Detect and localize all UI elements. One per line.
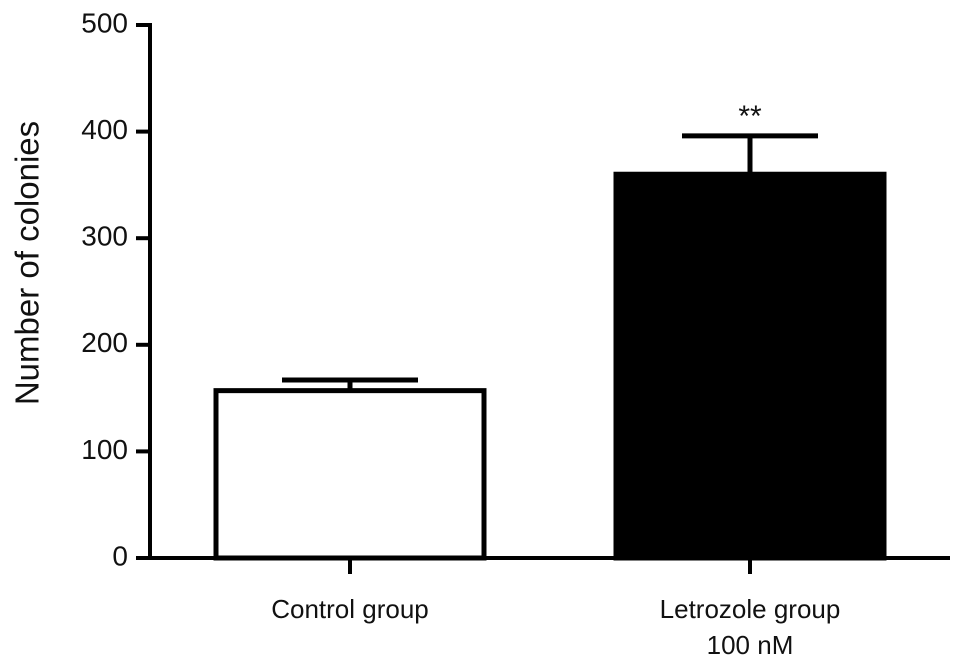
- y-tick-label: 300: [81, 221, 128, 252]
- bar: [213, 388, 487, 561]
- y-tick-label: 200: [81, 327, 128, 358]
- bar: [613, 171, 887, 561]
- significance-label: **: [738, 100, 762, 133]
- y-axis-label: Number of colonies: [9, 121, 46, 405]
- x-tick-label: Letrozole group 100 nM: [659, 594, 841, 660]
- x-tick-label: Control group: [271, 594, 429, 624]
- y-tick-label: 500: [81, 7, 128, 38]
- y-tick-label: 100: [81, 434, 128, 465]
- y-tick-label: 400: [81, 114, 128, 145]
- y-tick-label: 0: [112, 540, 128, 571]
